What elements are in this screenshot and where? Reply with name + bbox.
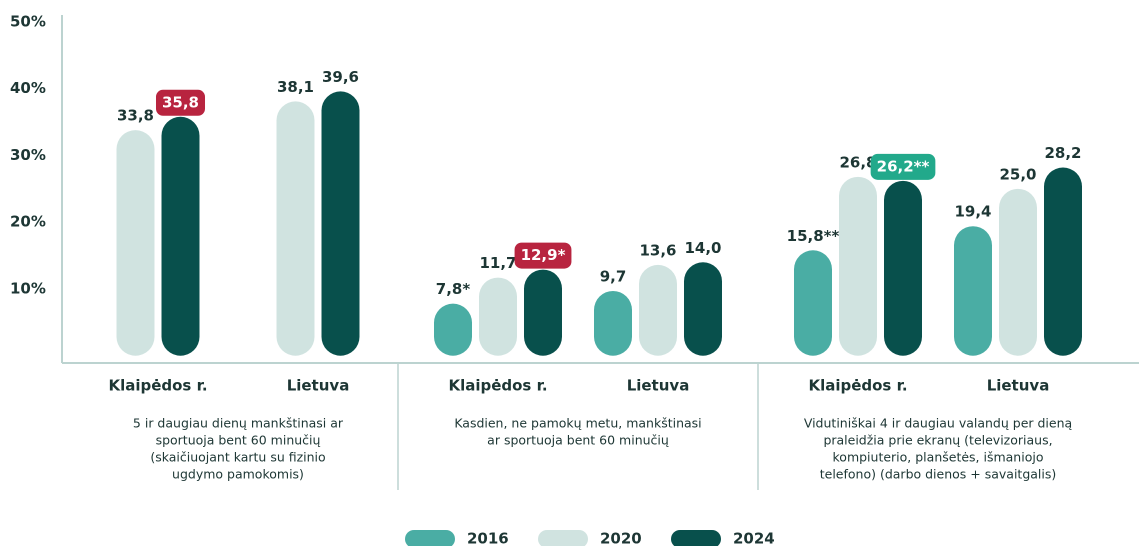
value-label: 33,8 bbox=[117, 107, 154, 125]
bar bbox=[884, 180, 922, 356]
value-label: 39,6 bbox=[322, 68, 359, 86]
value-label-badge bbox=[514, 242, 572, 269]
bar bbox=[276, 101, 315, 356]
bar bbox=[116, 130, 155, 356]
x-tick-label: Lietuva bbox=[987, 377, 1050, 395]
bar bbox=[684, 262, 722, 356]
x-tick-label: Klaipėdos r. bbox=[448, 377, 547, 395]
bar bbox=[639, 264, 677, 356]
x-tick-label: Lietuva bbox=[287, 377, 350, 395]
group-description: ar sportuoja bent 60 minučių bbox=[487, 433, 669, 448]
value-label: 14,0 bbox=[684, 239, 721, 257]
bar bbox=[594, 290, 632, 356]
y-tick-label: 20% bbox=[10, 213, 46, 231]
group-description: telefono) (darbo dienos + savaitgalis) bbox=[820, 467, 1057, 482]
bar bbox=[1044, 167, 1082, 356]
bar bbox=[839, 176, 877, 356]
group-description: Vidutiniškai 4 ir daugiau valandų per di… bbox=[804, 416, 1073, 431]
legend-label: 2024 bbox=[733, 530, 775, 546]
y-tick-label: 30% bbox=[10, 146, 46, 164]
value-label: 7,8* bbox=[436, 280, 471, 298]
x-tick-label: Klaipėdos r. bbox=[108, 377, 207, 395]
legend-swatch bbox=[671, 530, 721, 546]
bar bbox=[161, 116, 200, 356]
group-description: kompiuterio, planšetės, išmaniojo bbox=[833, 450, 1044, 465]
bar bbox=[321, 91, 360, 356]
value-label: 19,4 bbox=[954, 203, 991, 221]
y-tick-label: 50% bbox=[10, 13, 46, 31]
value-label-badge bbox=[870, 153, 936, 180]
bar bbox=[954, 226, 992, 356]
y-tick-label: 40% bbox=[10, 79, 46, 97]
group-description: praleidžia prie ekranų (televizoriaus, bbox=[823, 433, 1052, 448]
value-label: 15,8** bbox=[787, 227, 840, 245]
value-label: 38,1 bbox=[277, 78, 314, 96]
bar bbox=[794, 250, 832, 356]
x-tick-label: Klaipėdos r. bbox=[808, 377, 907, 395]
bar bbox=[999, 188, 1037, 356]
x-tick-label: Lietuva bbox=[627, 377, 690, 395]
group-description: sportuoja bent 60 minučių bbox=[156, 433, 321, 448]
value-label: 28,2 bbox=[1044, 144, 1081, 162]
value-label: 11,7 bbox=[479, 254, 516, 272]
bar bbox=[524, 269, 562, 356]
value-label: 12,9* bbox=[521, 246, 566, 264]
group-description: 5 ir daugiau dienų mankštinasi ar bbox=[133, 416, 344, 431]
legend-swatch bbox=[538, 530, 588, 546]
group-description: ugdymo pamokomis) bbox=[172, 467, 304, 482]
bar bbox=[479, 277, 517, 356]
value-label: 26,2** bbox=[877, 157, 930, 175]
value-label: 13,6 bbox=[639, 241, 676, 259]
bar bbox=[434, 303, 472, 356]
value-label-badge bbox=[155, 89, 206, 116]
value-label: 9,7 bbox=[600, 267, 627, 285]
value-label: 26,8 bbox=[839, 153, 876, 171]
legend-label: 2016 bbox=[467, 530, 509, 546]
y-tick-label: 10% bbox=[10, 279, 46, 297]
group-description: (skaičiuojant kartu su fizinio bbox=[150, 450, 325, 465]
legend-label: 2020 bbox=[600, 530, 642, 546]
legend-swatch bbox=[405, 530, 455, 546]
value-label: 35,8 bbox=[162, 93, 199, 111]
value-label: 25,0 bbox=[999, 165, 1036, 183]
group-description: Kasdien, ne pamokų metu, mankštinasi bbox=[454, 416, 701, 431]
